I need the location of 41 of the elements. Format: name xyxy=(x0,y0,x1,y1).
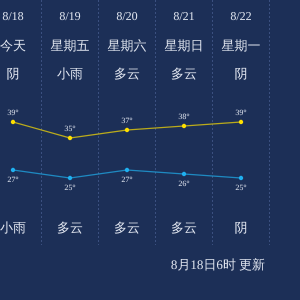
text: 星期五 xyxy=(50,38,90,53)
point xyxy=(124,168,130,172)
text: 小雨 xyxy=(0,220,26,235)
point xyxy=(182,172,186,176)
data-label: 25° xyxy=(64,183,76,192)
point xyxy=(238,176,244,180)
text: 多云 xyxy=(171,220,197,235)
text: 星期日 xyxy=(164,38,204,53)
data-label: 25° xyxy=(235,183,247,192)
data-label: 39° xyxy=(235,108,247,117)
text: 多云 xyxy=(114,66,140,81)
data-label: 26° xyxy=(178,179,190,188)
text: 阴 xyxy=(6,66,20,81)
text: 多云 xyxy=(114,220,140,235)
data-label: 35° xyxy=(64,124,76,133)
data-label: 38° xyxy=(178,112,190,121)
x-tick-label: 8/21 xyxy=(173,9,195,23)
data-label: 37° xyxy=(121,116,133,125)
point xyxy=(68,136,72,140)
text: 星期六 xyxy=(108,38,146,53)
text: 阴 xyxy=(234,66,248,81)
point xyxy=(68,176,72,180)
x-tick-label: 8/20 xyxy=(116,9,138,23)
point xyxy=(182,124,186,128)
x-tick-label: 8/22 xyxy=(230,9,252,23)
x-tick-label: 8/18 xyxy=(2,9,24,23)
x-tick-label: 8/19 xyxy=(59,9,81,23)
text: 8月18日6时 更新 xyxy=(170,257,266,272)
text: 多云 xyxy=(171,66,197,81)
data-label: 27° xyxy=(121,175,133,184)
text: 今天 xyxy=(0,38,26,53)
text: 阴 xyxy=(234,220,248,235)
text: 多云 xyxy=(57,220,83,235)
point xyxy=(10,168,16,172)
text: 小雨 xyxy=(57,66,83,81)
point xyxy=(10,120,16,124)
point xyxy=(238,120,244,124)
data-label: 39° xyxy=(7,108,19,117)
data-label: 27° xyxy=(7,175,19,184)
point xyxy=(124,128,130,132)
text: 星期一 xyxy=(222,38,260,53)
